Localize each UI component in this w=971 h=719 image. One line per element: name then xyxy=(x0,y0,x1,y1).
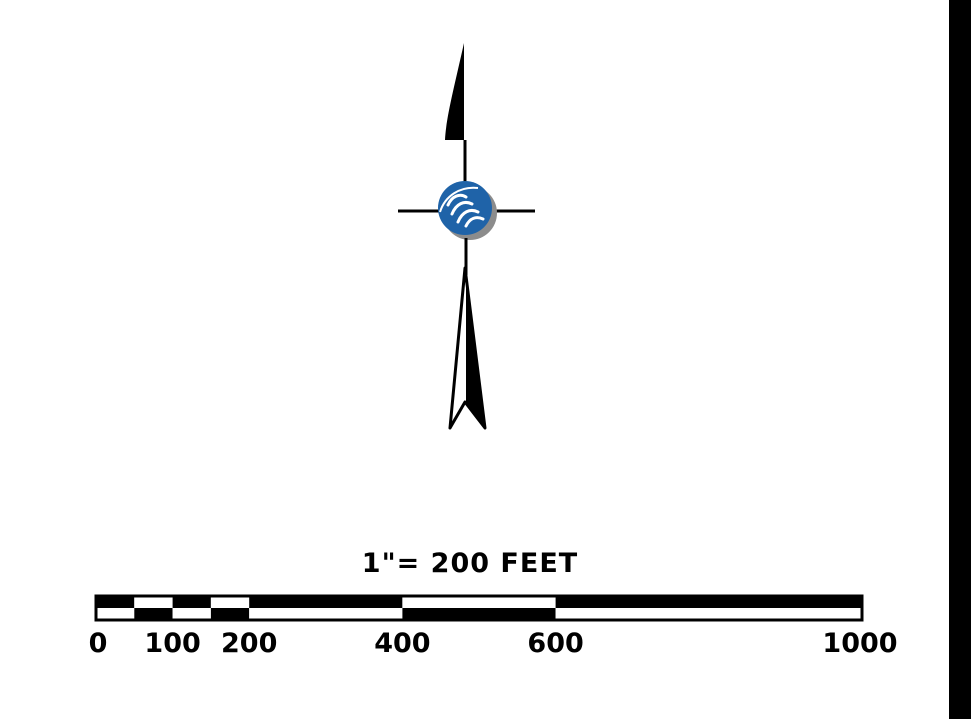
scale-segment-top-6 xyxy=(555,596,862,608)
scale-segment-bottom-2 xyxy=(172,608,211,620)
scale-tick-label-100: 100 xyxy=(144,628,201,659)
south-tail-fill xyxy=(466,268,485,428)
scale-segment-bottom-4 xyxy=(249,608,403,620)
scale-tick-label-400: 400 xyxy=(374,628,431,659)
scale-segment-top-1 xyxy=(134,596,173,608)
scale-segment-bottom-6 xyxy=(555,608,862,620)
scale-tick-label-1000: 1000 xyxy=(822,628,898,659)
scale-segment-bottom-1 xyxy=(134,608,173,620)
scale-tick-label-0: 0 xyxy=(88,628,108,659)
scale-caption: 1"= 200 FEET xyxy=(361,548,579,579)
scale-segment-top-0 xyxy=(96,596,135,608)
hand-logo-icon xyxy=(438,181,497,240)
scale-segment-top-3 xyxy=(210,596,250,608)
scale-bar-frame xyxy=(94,594,864,622)
scale-segment-bottom-3 xyxy=(210,608,250,620)
scale-segment-bottom-0 xyxy=(96,608,135,620)
north-arrow-head xyxy=(445,43,464,140)
scale-segment-top-5 xyxy=(402,596,556,608)
scale-segment-top-4 xyxy=(249,596,403,608)
scale-segment-top-2 xyxy=(172,596,211,608)
frame-border-right xyxy=(949,0,971,719)
scale-tick-label-600: 600 xyxy=(527,628,584,659)
scale-segment-bottom-5 xyxy=(402,608,556,620)
scale-tick-label-200: 200 xyxy=(221,628,278,659)
